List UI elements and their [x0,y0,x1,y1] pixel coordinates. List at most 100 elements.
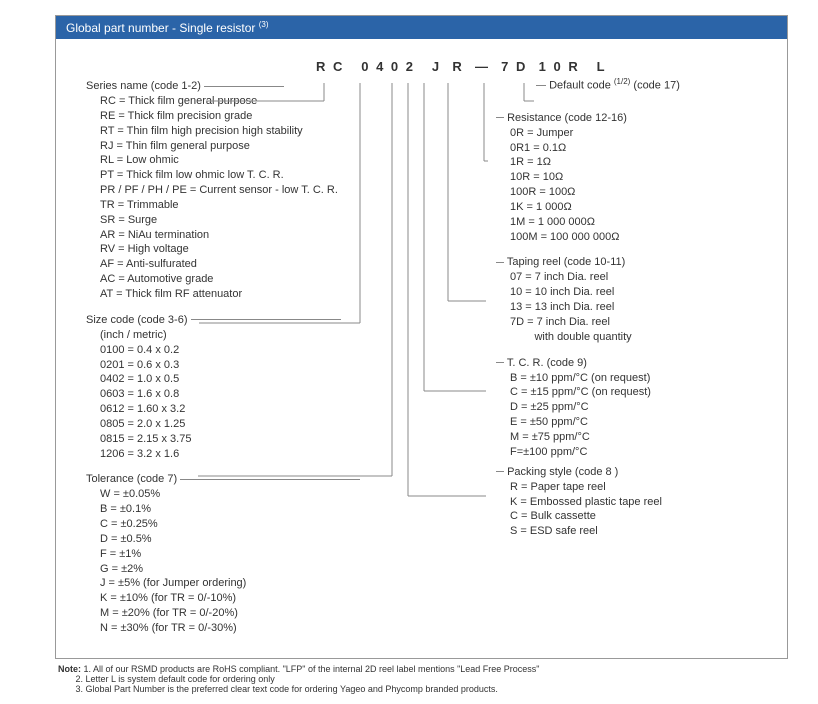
code-seg-taping: 7 D [501,59,527,74]
series-title: Series name (code 1-2) [86,80,201,92]
section-tcr: T. C. R. (code 9) B = ±10 ppm/°C (on req… [496,357,746,460]
tcr-item: B = ±10 ppm/°C (on request) [510,371,746,386]
resistance-items: 0R = Jumper 0R1 = 0.1Ω 1R = 1Ω 10R = 10Ω… [496,126,746,245]
taping-title: Taping reel (code 10-11) [507,256,625,268]
tcr-item: F=±100 ppm/°C [510,445,746,460]
part-number-code: R C 0 4 0 2 J R — 7 D 1 0 R L [316,59,767,74]
resistance-item: 100M = 100 000 000Ω [510,230,746,245]
series-item: AT = Thick film RF attenuator [100,287,396,302]
default-super: (1/2) [614,77,630,86]
tol-item: C = ±0.25% [100,517,396,532]
tol-item: N = ±30% (for TR = 0/-30%) [100,621,396,636]
series-item: RT = Thin film high precision high stabi… [100,124,396,139]
resistance-item: 1K = 1 000Ω [510,200,746,215]
packing-title: Packing style (code 8 ) [507,466,618,478]
size-item: 0201 = 0.6 x 0.3 [100,358,396,373]
packing-item: C = Bulk cassette [510,509,746,524]
tol-item: G = ±2% [100,562,396,577]
series-item: AF = Anti-sulfurated [100,257,396,272]
section-tolerance: Tolerance (code 7) W = ±0.05% B = ±0.1% … [86,473,396,635]
packing-item: R = Paper tape reel [510,480,746,495]
series-item: TR = Trimmable [100,198,396,213]
resistance-item: 10R = 10Ω [510,170,746,185]
tcr-item: C = ±15 ppm/°C (on request) [510,385,746,400]
resistance-item: 0R = Jumper [510,126,746,141]
taping-items: 07 = 7 inch Dia. reel 10 = 10 inch Dia. … [496,270,746,344]
resistance-item: 1M = 1 000 000Ω [510,215,746,230]
note-1: 1. All of our RSMD products are RoHS com… [84,664,540,674]
tol-item: F = ±1% [100,547,396,562]
size-item: 1206 = 3.2 x 1.6 [100,447,396,462]
series-item: AC = Automotive grade [100,272,396,287]
series-item: RC = Thick film general purpose [100,94,396,109]
size-items: (inch / metric) 0100 = 0.4 x 0.2 0201 = … [86,328,396,462]
header-super: (3) [259,20,269,29]
tcr-items: B = ±10 ppm/°C (on request) C = ±15 ppm/… [496,371,746,460]
tol-items: W = ±0.05% B = ±0.1% C = ±0.25% D = ±0.5… [86,487,396,635]
taping-item: 10 = 10 inch Dia. reel [510,285,746,300]
left-column: Series name (code 1-2) RC = Thick film g… [86,80,396,648]
size-item: 0100 = 0.4 x 0.2 [100,343,396,358]
taping-item: 13 = 13 inch Dia. reel [510,300,746,315]
resistance-item: 100R = 100Ω [510,185,746,200]
header-title: Global part number - Single resistor [66,21,255,35]
tol-title: Tolerance (code 7) [86,473,177,485]
code-seg-pack: R [452,59,463,74]
series-item: RV = High voltage [100,242,396,257]
tol-item: W = ±0.05% [100,487,396,502]
resistance-item: 0R1 = 0.1Ω [510,141,746,156]
packing-items: R = Paper tape reel K = Embossed plastic… [496,480,746,539]
size-item: 0805 = 2.0 x 1.25 [100,417,396,432]
size-item: 0815 = 2.15 x 3.75 [100,432,396,447]
code-seg-resistance: 1 0 R [539,59,580,74]
notes-label: Note: [58,664,81,674]
resistance-title: Resistance (code 12-16) [507,112,627,124]
tol-item: K = ±10% (for TR = 0/-10%) [100,591,396,606]
tcr-item: D = ±25 ppm/°C [510,400,746,415]
right-column: Default code (1/2) (code 17) Resistance … [496,80,746,648]
size-item: 0402 = 1.0 x 0.5 [100,372,396,387]
size-title: Size code (code 3-6) [86,314,188,326]
packing-item: K = Embossed plastic tape reel [510,495,746,510]
footnotes: Note: 1. All of our RSMD products are Ro… [58,664,788,694]
series-item: SR = Surge [100,213,396,228]
code-seg-size: 0 4 0 2 [361,59,415,74]
taping-item: 7D = 7 inch Dia. reel [510,315,746,330]
tol-item: D = ±0.5% [100,532,396,547]
header-bar: Global part number - Single resistor (3) [56,16,787,39]
series-item: AR = NiAu termination [100,228,396,243]
note-2: 2. Letter L is system default code for o… [76,674,275,684]
section-packing: Packing style (code 8 ) R = Paper tape r… [496,466,746,539]
resistance-item: 1R = 1Ω [510,155,746,170]
tol-item: M = ±20% (for TR = 0/-20%) [100,606,396,621]
tcr-title: T. C. R. (code 9) [507,357,587,369]
series-items: RC = Thick film general purpose RE = Thi… [86,94,396,302]
series-item: RE = Thick film precision grade [100,109,396,124]
tol-item: B = ±0.1% [100,502,396,517]
size-sub: (inch / metric) [100,328,396,343]
taping-item: with double quantity [510,330,746,345]
size-item: 0612 = 1.60 x 3.2 [100,402,396,417]
taping-item: 07 = 7 inch Dia. reel [510,270,746,285]
default-tail: (code 17) [633,80,679,92]
code-seg-tol: J [432,59,441,74]
section-default: Default code (1/2) (code 17) [536,77,746,92]
default-title: Default code [549,80,611,92]
series-item: RL = Low ohmic [100,153,396,168]
diagram-container: Global part number - Single resistor (3)… [55,15,788,659]
tcr-item: E = ±50 ppm/°C [510,415,746,430]
series-item: RJ = Thin film general purpose [100,139,396,154]
code-seg-series: R C [316,59,344,74]
columns: Series name (code 1-2) RC = Thick film g… [86,80,767,648]
series-item: PR / PF / PH / PE = Current sensor - low… [100,183,396,198]
section-resistance: Resistance (code 12-16) 0R = Jumper 0R1 … [496,112,746,245]
tol-item: J = ±5% (for Jumper ordering) [100,576,396,591]
content-area: R C 0 4 0 2 J R — 7 D 1 0 R L [56,39,787,658]
code-seg-default: L [597,59,607,74]
section-taping: Taping reel (code 10-11) 07 = 7 inch Dia… [496,256,746,344]
tcr-item: M = ±75 ppm/°C [510,430,746,445]
packing-item: S = ESD safe reel [510,524,746,539]
size-item: 0603 = 1.6 x 0.8 [100,387,396,402]
section-series: Series name (code 1-2) RC = Thick film g… [86,80,396,302]
section-size: Size code (code 3-6) (inch / metric) 010… [86,314,396,462]
